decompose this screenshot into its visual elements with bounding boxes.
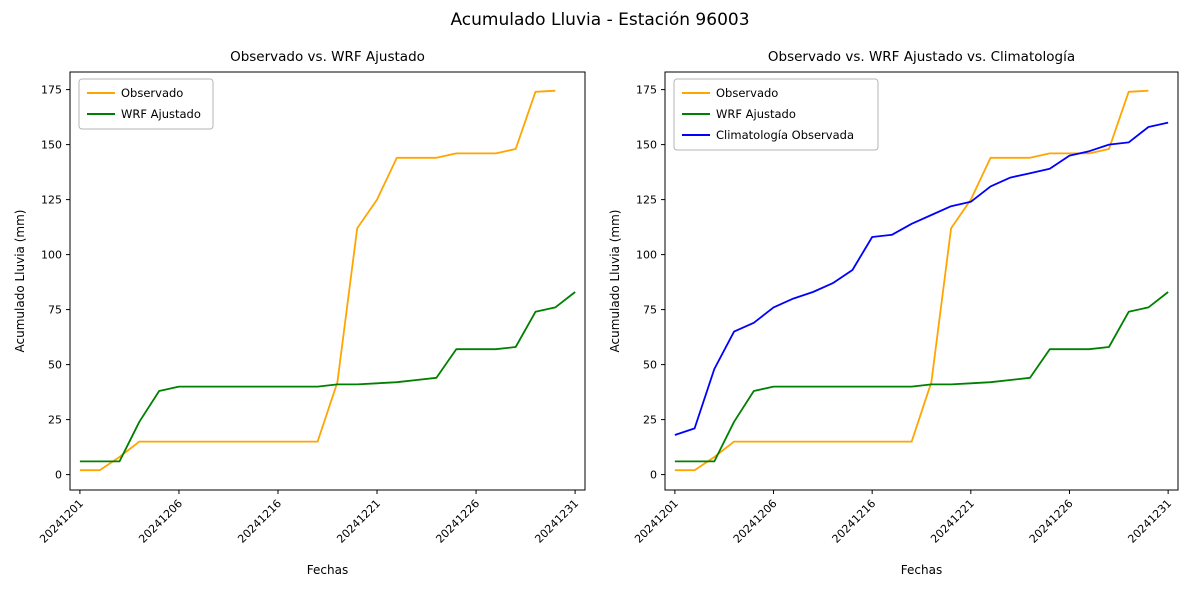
x-tick-label: 20241221 [334, 497, 383, 546]
series-line-wrf-ajustado [674, 291, 1169, 463]
y-tick-label: 25 [643, 414, 657, 427]
series-line-climatolog-a-observada [674, 121, 1169, 436]
y-axis-label: Acumulado Lluvia (mm) [13, 210, 27, 353]
x-tick-label: 20241206 [731, 497, 780, 546]
legend-label: Observado [121, 86, 183, 100]
y-tick-label: 50 [48, 359, 62, 372]
legend-label: WRF Ajustado [716, 107, 796, 121]
figure-title: Acumulado Lluvia - Estación 96003 [450, 10, 750, 30]
x-axis-label: Fechas [307, 563, 348, 577]
x-tick-label: 20241231 [1125, 497, 1174, 546]
y-tick-label: 150 [41, 139, 62, 152]
subplot-title: Observado vs. WRF Ajustado vs. Climatolo… [768, 49, 1075, 65]
legend-label: WRF Ajustado [121, 107, 201, 121]
y-tick-label: 0 [55, 469, 62, 482]
axes-frame [664, 71, 1179, 491]
x-tick-label: 20241216 [830, 497, 879, 546]
left-chart: 0 25 50 75 100 125 150 175 20241201 20241206 20241… [13, 49, 586, 577]
y-tick-label: 175 [636, 84, 657, 97]
y-tick-label: 125 [41, 194, 62, 207]
legend-label: Climatología Observada [716, 128, 854, 142]
x-tick-label: 20241206 [136, 497, 185, 546]
legend-label: Observado [716, 86, 778, 100]
x-tick-label: 20241231 [532, 497, 581, 546]
y-tick-label: 0 [650, 469, 657, 482]
y-tick-label: 100 [636, 249, 657, 262]
y-tick-label: 100 [41, 249, 62, 262]
y-tick-label: 75 [48, 304, 62, 317]
y-tick-label: 150 [636, 139, 657, 152]
legend-box [78, 78, 214, 130]
x-axis-label: Fechas [901, 563, 942, 577]
y-tick-label: 25 [48, 414, 62, 427]
x-tick-label: 20241226 [433, 497, 482, 546]
y-tick-label: 75 [643, 304, 657, 317]
y-tick-label: 125 [636, 194, 657, 207]
series-line-observado [674, 89, 1149, 472]
right-chart: 0 25 50 75 100 125 150 175 20241201 20241206 20241… [608, 49, 1179, 577]
x-tick-label: 20241216 [235, 497, 284, 546]
series-line-wrf-ajustado [79, 291, 576, 463]
y-tick-label: 50 [643, 359, 657, 372]
x-tick-label: 20241201 [37, 497, 86, 546]
legend-box [673, 78, 879, 151]
subplot-title: Observado vs. WRF Ajustado [230, 49, 425, 65]
x-tick-label: 20241226 [1027, 497, 1076, 546]
x-tick-label: 20241221 [928, 497, 977, 546]
x-tick-label: 20241201 [632, 497, 681, 546]
y-axis-label: Acumulado Lluvia (mm) [608, 210, 622, 353]
axes-frame [69, 71, 586, 491]
y-tick-label: 175 [41, 84, 62, 97]
series-line-observado [79, 89, 556, 472]
